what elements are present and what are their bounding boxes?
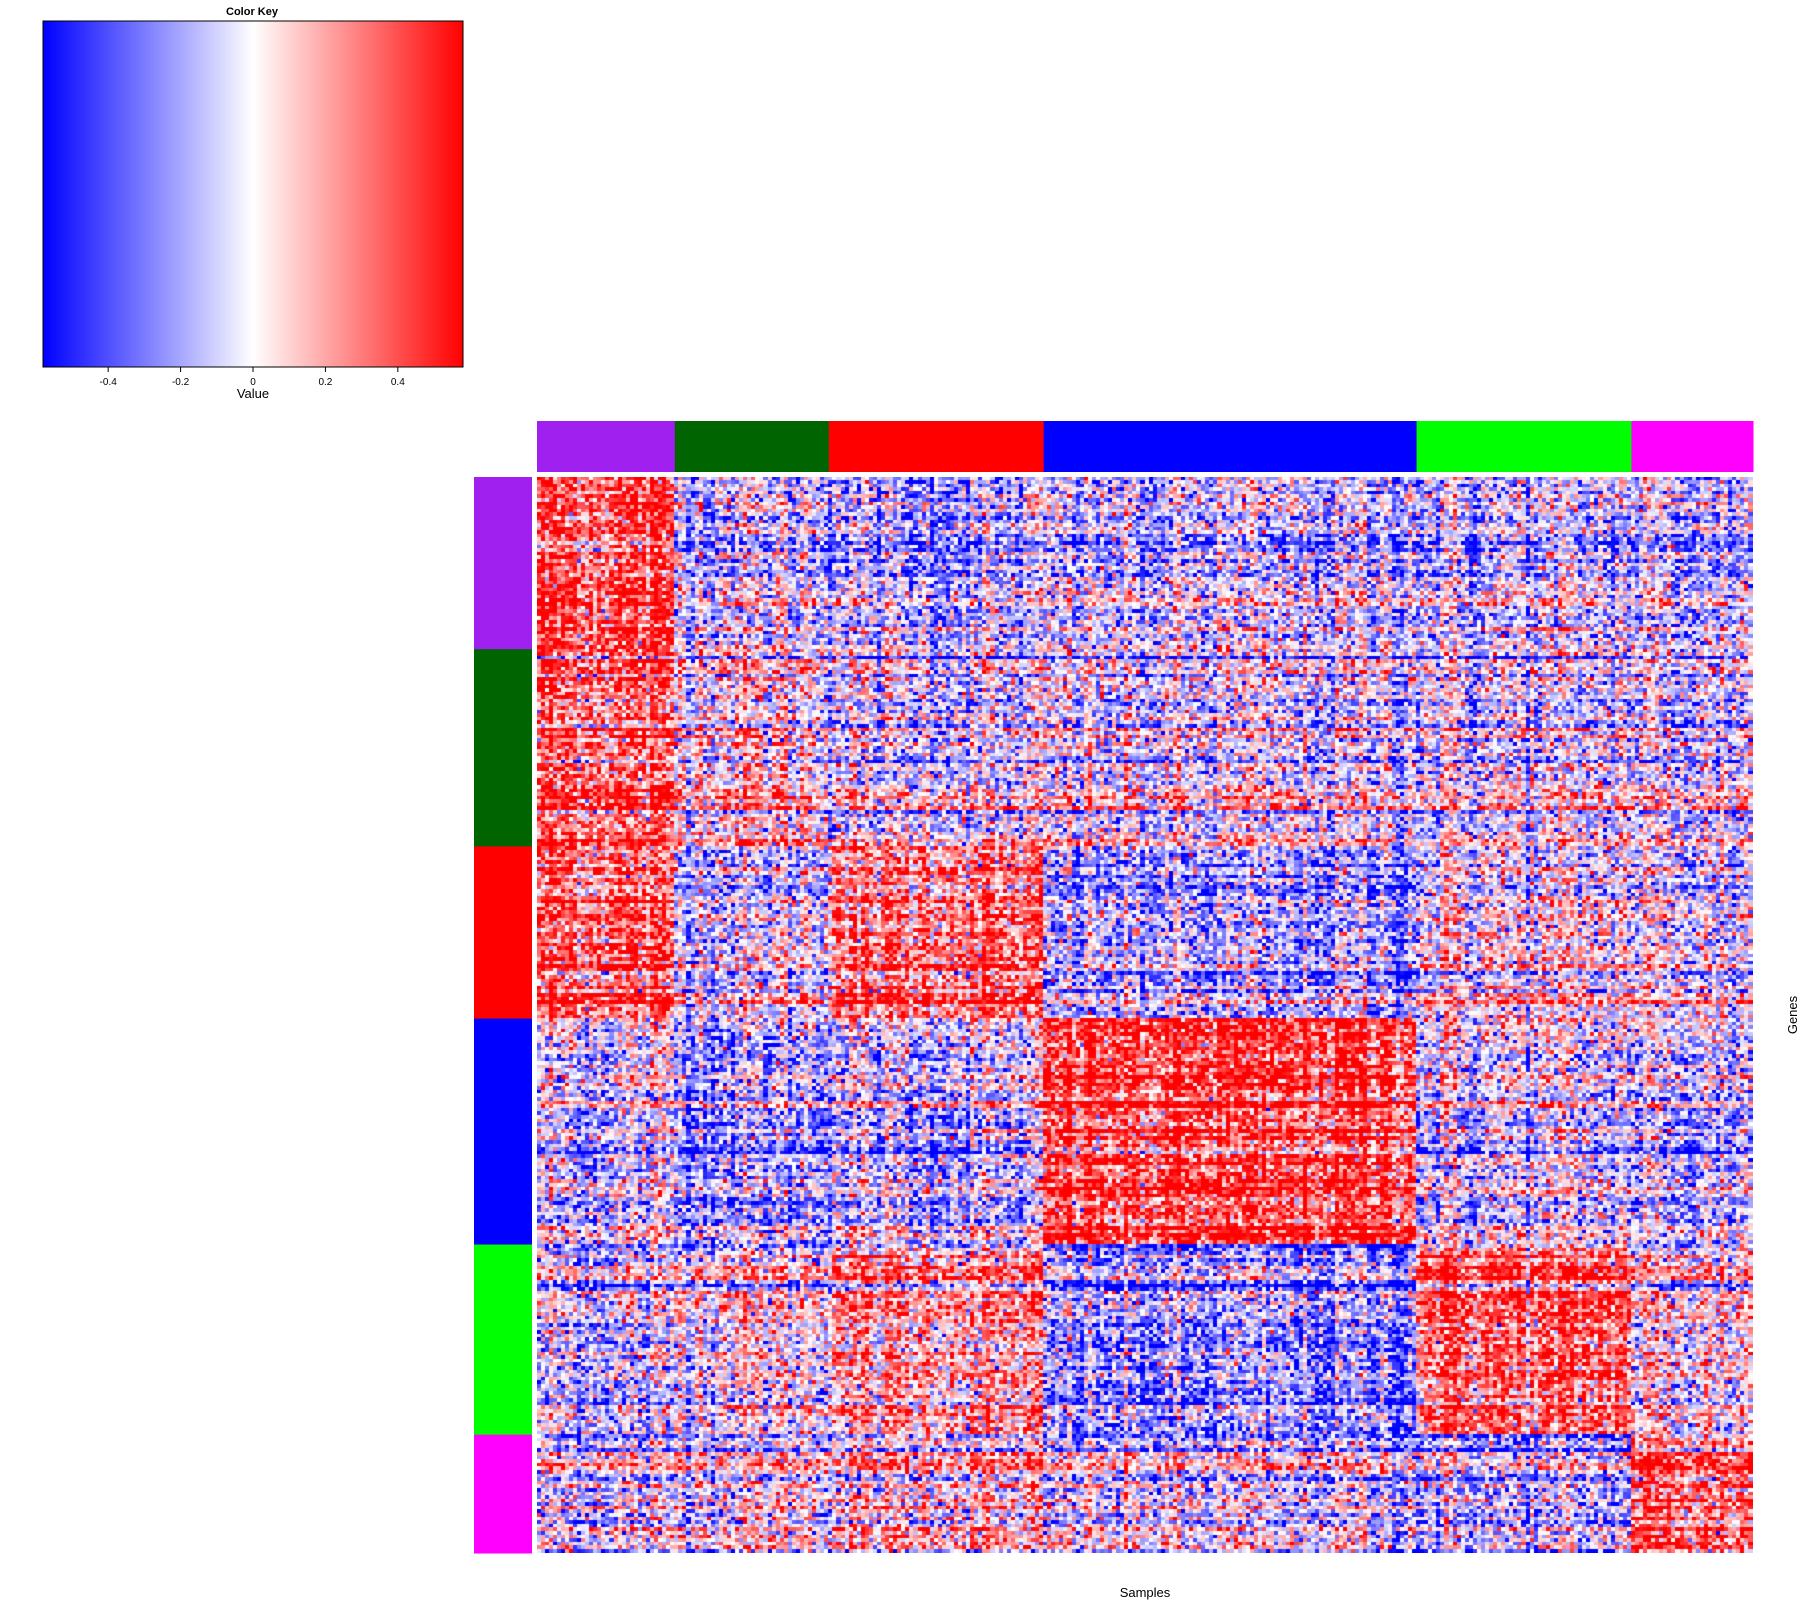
- row-group-4: [474, 1018, 532, 1246]
- color-key: Color Key -0.4 -0.2 0 0.2 0.4 Value: [42, 6, 464, 401]
- column-group-6: [1631, 421, 1754, 472]
- column-group-1: [537, 421, 676, 472]
- row-side-colors: [474, 477, 532, 1554]
- color-key-tick-label: 0: [250, 377, 256, 388]
- color-key-title: Color Key: [226, 6, 279, 18]
- heatmap-cells: [537, 477, 1753, 1553]
- row-group-3: [474, 846, 532, 1020]
- color-key-tick-label: 0.4: [391, 377, 405, 388]
- x-axis-label: Samples: [1120, 1585, 1171, 1600]
- column-group-4: [1043, 421, 1418, 472]
- row-group-6: [474, 1434, 532, 1554]
- row-group-2: [474, 649, 532, 847]
- column-group-5: [1416, 421, 1632, 472]
- color-key-xlabel: Value: [237, 386, 269, 401]
- y-axis-label: Genes: [1785, 995, 1800, 1034]
- column-side-colors: [537, 421, 1754, 472]
- row-group-5: [474, 1244, 532, 1436]
- color-key-tick-label: -0.4: [100, 377, 118, 388]
- color-key-ticks: -0.4 -0.2 0 0.2 0.4: [100, 367, 405, 388]
- color-key-tick-label: 0.2: [318, 377, 332, 388]
- column-group-3: [828, 421, 1045, 472]
- heatmap-canvas: [537, 477, 1753, 1553]
- column-group-2: [674, 421, 830, 472]
- color-key-tick-label: -0.2: [172, 377, 190, 388]
- row-group-1: [474, 477, 532, 650]
- color-key-gradient: [42, 20, 464, 368]
